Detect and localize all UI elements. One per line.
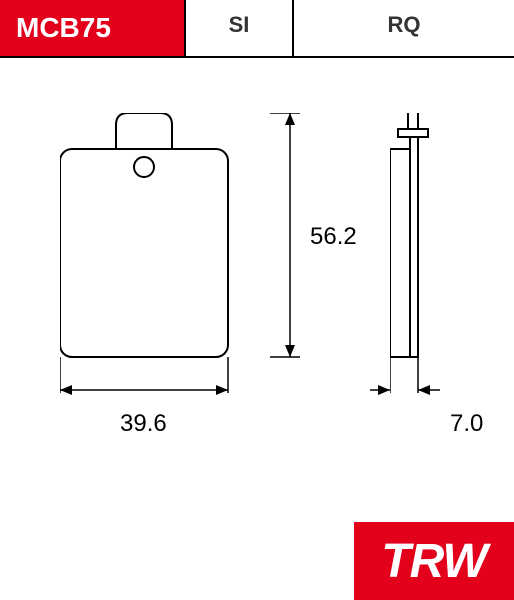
thickness-dimension bbox=[370, 380, 450, 410]
brand-name: TRW bbox=[381, 534, 486, 589]
brake-pad-side-view bbox=[390, 113, 450, 393]
spec-header: MCB75 SI RQ bbox=[0, 0, 514, 58]
technical-diagram: 56.2 39.6 7.0 bbox=[0, 58, 514, 538]
width-dimension bbox=[60, 380, 228, 410]
spec1-value: SI bbox=[229, 12, 250, 37]
spec2-value: RQ bbox=[388, 12, 421, 37]
product-code: MCB75 bbox=[16, 12, 111, 43]
height-value: 56.2 bbox=[310, 223, 357, 251]
thickness-value: 7.0 bbox=[450, 410, 483, 438]
height-dimension bbox=[270, 113, 310, 363]
width-value: 39.6 bbox=[120, 410, 167, 438]
spec1-cell: SI bbox=[186, 0, 294, 56]
product-code-cell: MCB75 bbox=[0, 0, 186, 56]
spec2-cell: RQ bbox=[294, 0, 514, 56]
brake-pad-front-view bbox=[60, 113, 260, 393]
brand-logo: TRW bbox=[354, 522, 514, 600]
